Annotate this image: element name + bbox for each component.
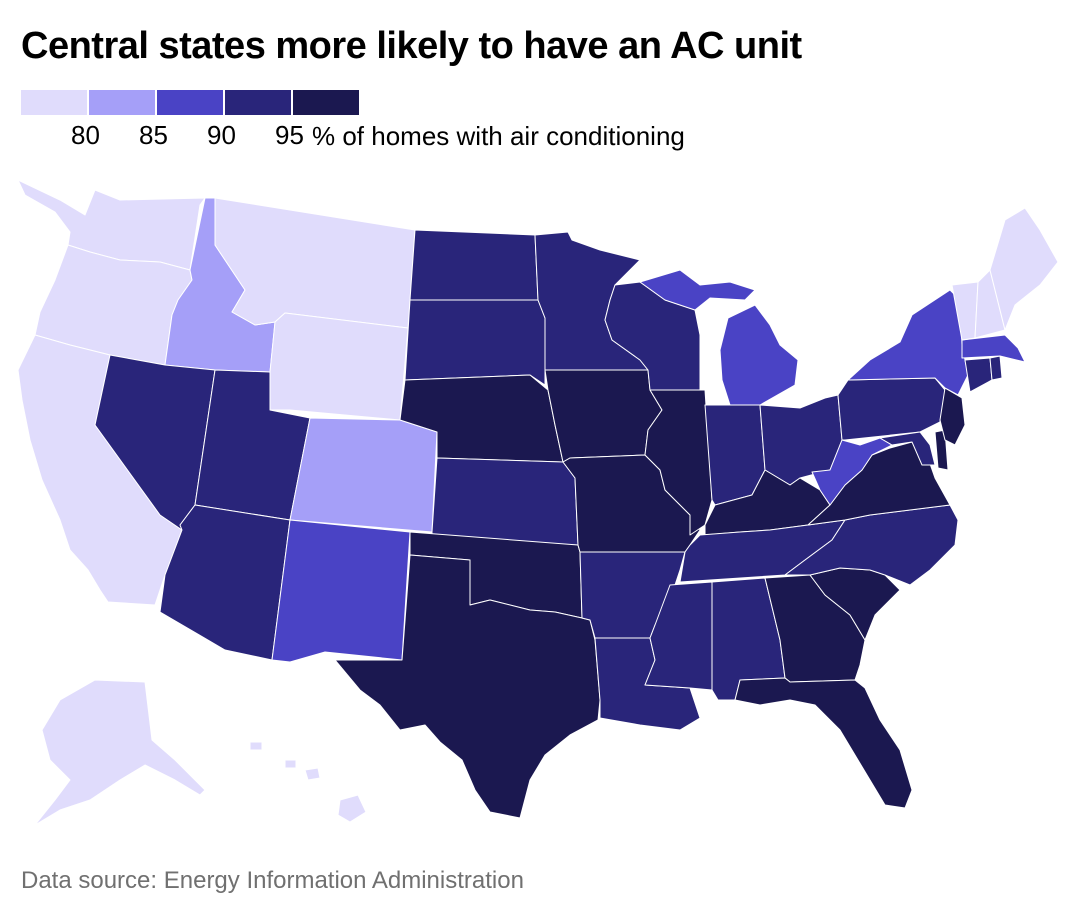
data-source: Data source: Energy Information Administ… <box>21 867 524 894</box>
legend-tick-label: 95 <box>275 120 304 150</box>
state-colorado[interactable] <box>289 417 438 533</box>
state-connecticut[interactable] <box>964 357 993 393</box>
state-kansas[interactable] <box>431 457 579 546</box>
state-maine[interactable] <box>989 207 1059 331</box>
state-massachusetts[interactable] <box>961 334 1026 363</box>
legend-color-scale <box>21 90 361 115</box>
state-wyoming[interactable] <box>269 312 409 421</box>
state-new-mexico[interactable] <box>271 519 411 663</box>
legend: 80 85 90 95 % of homes with air conditio… <box>21 90 741 152</box>
legend-unit-label: % of homes with air conditioning <box>312 121 685 151</box>
state-michigan-lower[interactable] <box>719 304 799 406</box>
state-florida[interactable] <box>734 677 913 809</box>
legend-swatch <box>89 90 155 115</box>
chart-title: Central states more likely to have an AC… <box>21 25 802 67</box>
state-texas[interactable] <box>334 554 601 819</box>
state-washington[interactable] <box>17 179 206 271</box>
state-pennsylvania[interactable] <box>837 377 946 441</box>
legend-swatch <box>293 90 359 115</box>
state-montana[interactable] <box>214 197 416 329</box>
state-michigan-upper[interactable] <box>639 269 756 311</box>
state-hawaii[interactable] <box>249 741 367 823</box>
legend-swatch <box>21 90 87 115</box>
us-states-map <box>17 179 1059 826</box>
state-maryland[interactable] <box>879 431 936 466</box>
state-north-dakota[interactable] <box>409 229 539 301</box>
state-west-virginia[interactable] <box>811 437 893 506</box>
legend-swatch <box>157 90 223 115</box>
state-new-jersey[interactable] <box>939 387 966 446</box>
legend-tick-label: 85 <box>139 120 168 150</box>
state-rhode-island[interactable] <box>989 355 1003 381</box>
state-iowa[interactable] <box>544 369 663 463</box>
state-alaska[interactable] <box>34 679 206 826</box>
state-south-dakota[interactable] <box>404 299 546 386</box>
legend-tick-label: 90 <box>207 120 236 150</box>
legend-tick-label: 80 <box>71 120 100 150</box>
legend-swatch <box>225 90 291 115</box>
